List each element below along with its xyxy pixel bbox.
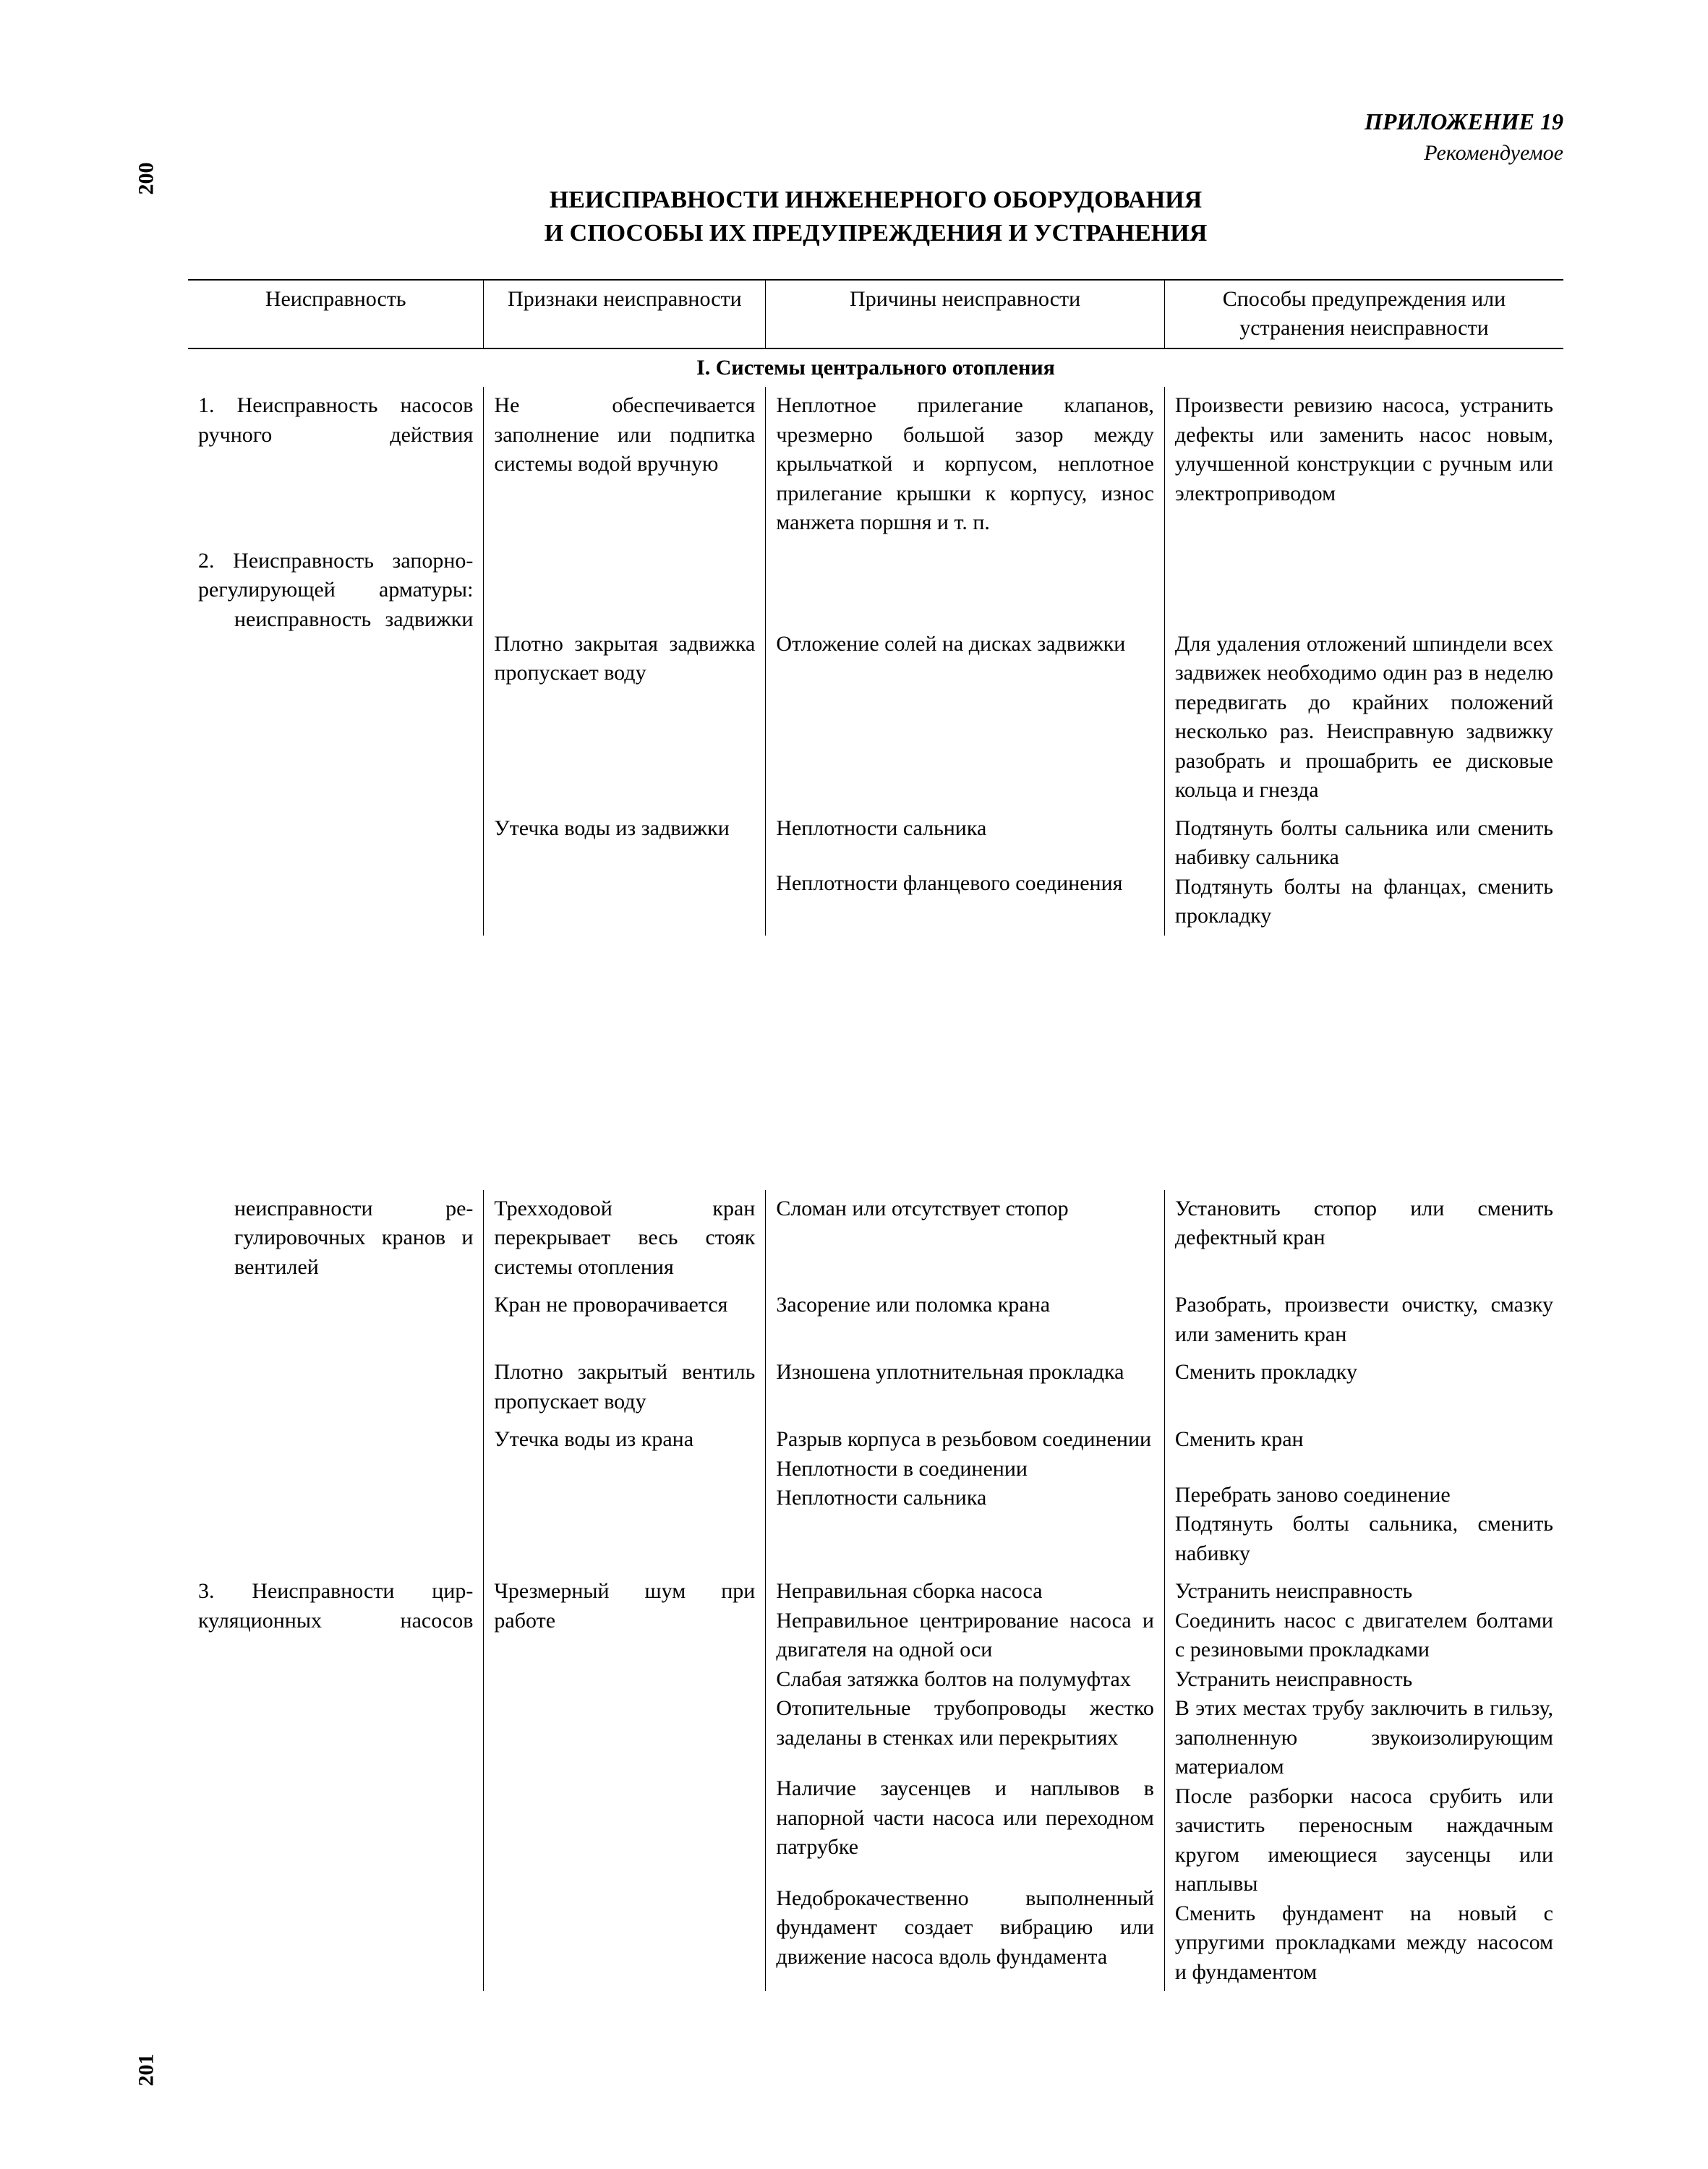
table-row: 1. Неисправность насо­сов ручного действ…	[188, 387, 1563, 542]
cell-signs: Не обеспечивается заполнение или под­пит…	[484, 387, 766, 542]
cell-causes: Отложение солей на дисках задвижки	[766, 542, 1165, 810]
cell-remedy: Для удаления отложений шпиндели всех зад…	[1164, 542, 1563, 810]
cell-remedy: Сменить прокладку	[1164, 1353, 1563, 1421]
cell-remedy: Произвести ревизию насоса, устранить деф…	[1164, 387, 1563, 542]
col-header-fault: Неисправность	[188, 280, 484, 348]
cell-fault	[188, 1286, 484, 1353]
cell-causes: Сломан или отсутствует сто­пор	[766, 1190, 1165, 1287]
cell-causes: Неправильная сборка насоса Неправильное …	[766, 1573, 1165, 1991]
cell-remedy: Разобрать, произвести очистку, смазку ил…	[1164, 1286, 1563, 1353]
col-header-signs: Признаки неисправности	[484, 280, 766, 348]
table-row: Утечка воды из кра­на Разрыв корпуса в р…	[188, 1421, 1563, 1573]
table-row: 3. Неисправности цир­куляционных насосов…	[188, 1573, 1563, 1991]
cell-signs: Чрезмерный шум при работе	[484, 1573, 766, 1991]
cell-signs: Кран не проворачи­вается	[484, 1286, 766, 1353]
cell-causes: Неплотное прилегание клапа­нов, чрезмерн…	[766, 387, 1165, 542]
recommend-label: Рекомендуемое	[188, 141, 1563, 166]
cell-remedy: Сменить кран Перебрать заново соединение…	[1164, 1421, 1563, 1573]
page-number-top: 200	[134, 163, 159, 195]
table-row: Кран не проворачи­вается Засорение или п…	[188, 1286, 1563, 1353]
cell-fault: 2. Неисправность за­порно-регулирующей а…	[188, 542, 484, 810]
cell-causes: Засорение или поломка крана	[766, 1286, 1165, 1353]
cell-causes: Неплотности сальника Неплотности фланцев…	[766, 810, 1165, 936]
cell-fault	[188, 810, 484, 936]
cell-signs: Утечка воды из за­движки	[484, 810, 766, 936]
section-row: I. Системы центрального отопления	[188, 348, 1563, 388]
page-number-bottom: 201	[134, 2054, 159, 2087]
cell-fault: 1. Неисправность насо­сов ручного действ…	[188, 387, 484, 542]
cell-signs: Плотно закрытый вентиль пропускает воду	[484, 1353, 766, 1421]
section-title: I. Системы центрального отопления	[188, 348, 1563, 388]
table-row: Плотно закрытый вентиль пропускает воду …	[188, 1353, 1563, 1421]
table-row: неисправности ре­гулировочных кра­нов и …	[188, 1190, 1563, 1287]
cell-causes: Изношена уплотнительная прокладка	[766, 1353, 1165, 1421]
page-gap	[188, 936, 1563, 1190]
table-row: Утечка воды из за­движки Неплотности сал…	[188, 810, 1563, 936]
header-block: ПРИЛОЖЕНИЕ 19 Рекомендуемое	[188, 108, 1563, 166]
cell-remedy: Подтянуть болты сальника или сменить наб…	[1164, 810, 1563, 936]
cell-causes: Разрыв корпуса в резьбовом соединении Не…	[766, 1421, 1165, 1573]
cell-fault: 3. Неисправности цир­куляционных насосов	[188, 1573, 484, 1991]
table-row: 2. Неисправность за­порно-регулирующей а…	[188, 542, 1563, 810]
document-title: НЕИСПРАВНОСТИ ИНЖЕНЕРНОГО ОБОРУДОВАНИЯ И…	[188, 184, 1563, 250]
cell-remedy: Устранить неисправность Соединить насос …	[1164, 1573, 1563, 1991]
cell-signs: Трехходовой кран перекрывает весь стояк …	[484, 1190, 766, 1287]
table-header-row: Неисправность Признаки неисправности При…	[188, 280, 1563, 348]
appendix-label: ПРИЛОЖЕНИЕ 19	[188, 108, 1563, 135]
cell-fault: неисправности ре­гулировочных кра­нов и …	[188, 1190, 484, 1287]
col-header-causes: Причины неисправности	[766, 280, 1165, 348]
cell-signs: Утечка воды из кра­на	[484, 1421, 766, 1573]
cell-signs: Плотно закрытая задвижка пропускает воду	[484, 542, 766, 810]
cell-fault	[188, 1353, 484, 1421]
title-line-2: И СПОСОБЫ ИХ ПРЕДУПРЕЖДЕНИЯ И УСТРАНЕНИЯ	[545, 220, 1208, 247]
title-line-1: НЕИСПРАВНОСТИ ИНЖЕНЕРНОГО ОБОРУДОВАНИЯ	[550, 187, 1202, 213]
defects-table: Неисправность Признаки неисправности При…	[188, 279, 1563, 1992]
cell-fault	[188, 1421, 484, 1573]
cell-remedy: Установить стопор или сменить дефектный …	[1164, 1190, 1563, 1287]
col-header-remedy: Способы предупреждения или устранения не…	[1164, 280, 1563, 348]
page-container: 200 201 ПРИЛОЖЕНИЕ 19 Рекомендуемое НЕИС…	[0, 0, 1708, 2169]
